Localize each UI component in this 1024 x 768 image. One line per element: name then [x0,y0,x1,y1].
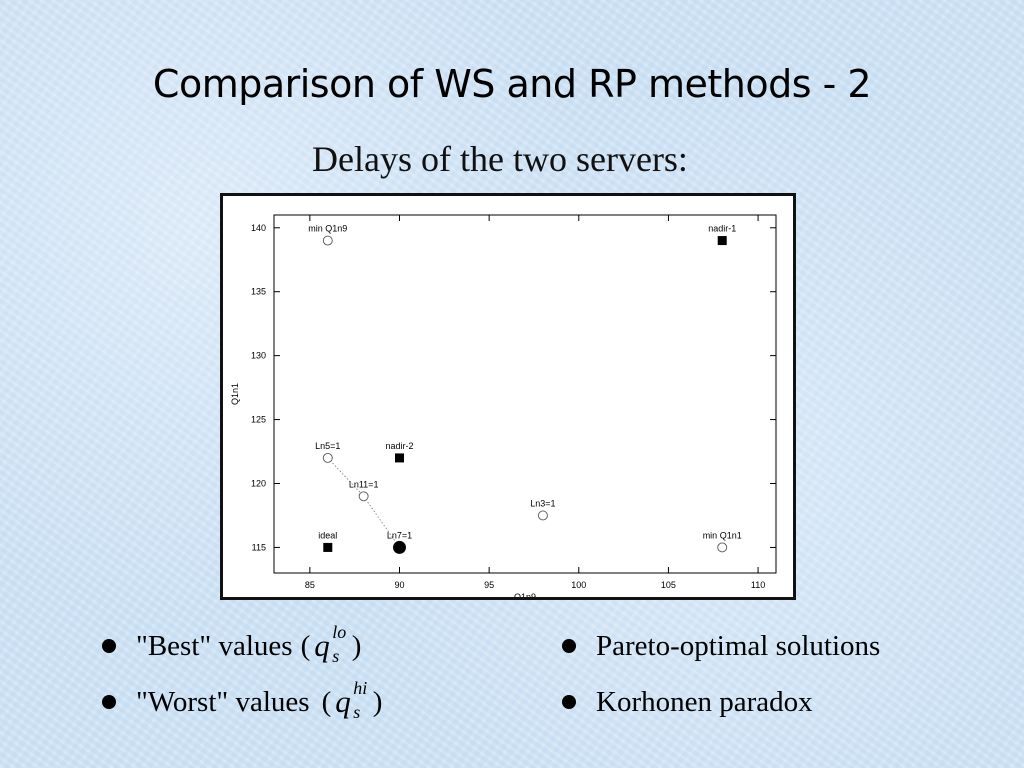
point-label: min Q1n1 [703,530,742,540]
symbol-q: q [314,628,330,663]
x-tick-label: 105 [661,580,676,590]
point-label: min Q1n9 [308,224,347,234]
bullet-list-left: "Best" values ( q lo s ) "Worst" values ( … [102,618,382,730]
x-tick-label: 110 [751,580,765,590]
bullet-item-best: "Best" values ( q lo s ) [102,618,382,674]
bullet-icon [102,639,116,653]
open-circle-point [322,452,333,463]
symbol-sub: s [332,646,340,666]
filled-square-point [323,542,333,552]
q-hi-symbol: q hi s [335,678,373,722]
bullet-text: Pareto-optimal solutions [596,629,881,662]
y-tick-label: 125 [251,415,266,425]
x-axis-label: Q1n9 [514,592,536,597]
paren-close: ) [372,685,383,718]
point-label: Ln7=1 [387,530,412,540]
point-label: nadir-1 [708,224,736,234]
open-circle-point [717,542,728,553]
bullet-item-worst: "Worst" values ( q hi s ) [102,674,382,730]
y-tick-label: 135 [251,287,266,297]
chart-frame: 85 90 95 100 105 110 115 120 125 130 135 140 Q1n9 Q1n… [220,193,796,600]
q-lo-symbol: q lo s [314,622,352,666]
slide-subtitle: Delays of the two servers: [312,139,688,179]
bullet-text: "Worst" values [136,685,310,718]
point-label: nadir-2 [385,441,413,451]
bullet-item-korhonen: Korhonen paradox [562,674,880,730]
paren-open: ( [321,685,332,718]
filled-circle-point [393,540,406,554]
y-axis-label: Q1n1 [230,383,240,405]
bullet-list-right: Pareto-optimal solutions Korhonen parado… [562,618,880,730]
bullet-text: Korhonen paradox [596,685,813,718]
plot-border [273,214,777,574]
x-tick-label: 100 [571,580,586,590]
bullet-icon [562,695,576,709]
x-tick-label: 85 [305,580,315,590]
point-label: Ln3=1 [530,498,555,508]
point-label: Ln5=1 [315,441,340,451]
symbol-q: q [335,684,351,719]
point-label: ideal [318,530,337,540]
y-tick-label: 115 [252,542,266,552]
filled-square-point [717,236,727,246]
symbol-sup: lo [332,622,347,642]
bullet-text: "Best" values [136,629,293,662]
paren-open: ( [300,629,311,662]
y-tick-label: 120 [251,479,266,489]
open-circle-point [537,510,548,521]
x-tick-label: 90 [394,580,404,590]
bullet-icon [102,695,116,709]
open-circle-point [322,235,333,246]
bullet-item-pareto: Pareto-optimal solutions [562,618,880,674]
open-circle-point [358,491,369,502]
symbol-sub: s [353,702,361,722]
y-tick-label: 140 [251,223,266,233]
y-tick-label: 130 [251,351,266,361]
scatter-chart: 85 90 95 100 105 110 115 120 125 130 135 140 Q1n9 Q1n… [230,214,777,597]
point-label: Ln11=1 [349,479,379,489]
slide-title: Comparison of WS and RP methods - 2 [152,62,872,106]
filled-square-point [395,453,404,463]
x-tick-label: 95 [484,580,494,590]
symbol-sup: hi [353,678,368,698]
paren-close: ) [351,629,362,662]
bullet-icon [562,639,576,653]
